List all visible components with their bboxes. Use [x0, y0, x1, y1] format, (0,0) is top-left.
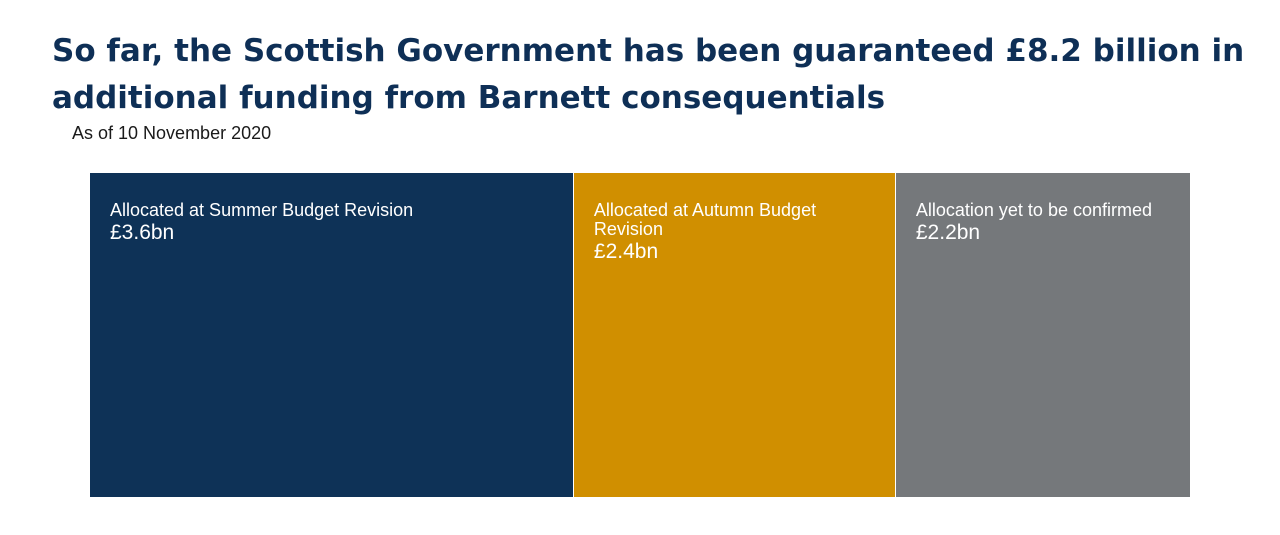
segment-value-label: £2.4bn [593, 240, 659, 263]
segment-label-text: Allocated at Summer Budget Revision [110, 200, 414, 220]
segment-value-label: £2.2bn [915, 221, 981, 244]
segment-value-label: £3.6bn [110, 221, 175, 244]
bar-segment-2: Allocated at Autumn Budget Revision £2.4b… [572, 173, 895, 497]
segment-label-text: Allocation yet to be confirmed [915, 200, 1153, 220]
segment-label-text: Allocated at Autumn Budget Revision [593, 200, 817, 239]
segment-label: Allocated at Autumn Budget Revision £2.4b… [594, 201, 881, 265]
bar-segment-3: Allocation yet to be confirmed £2.2bn [894, 173, 1190, 497]
stacked-bar-chart: Allocated at Summer Budget Revision £3.6b… [90, 173, 1190, 497]
bar-segment-1: Allocated at Summer Budget Revision £3.6b… [90, 173, 573, 497]
segment-label: Allocated at Summer Budget Revision £3.6b… [110, 201, 559, 246]
chart-subtitle: As of 10 November 2020 [72, 123, 272, 143]
chart-title: So far, the Scottish Government has been… [52, 33, 1245, 116]
segment-label: Allocation yet to be confirmed £2.2bn [916, 201, 1176, 246]
